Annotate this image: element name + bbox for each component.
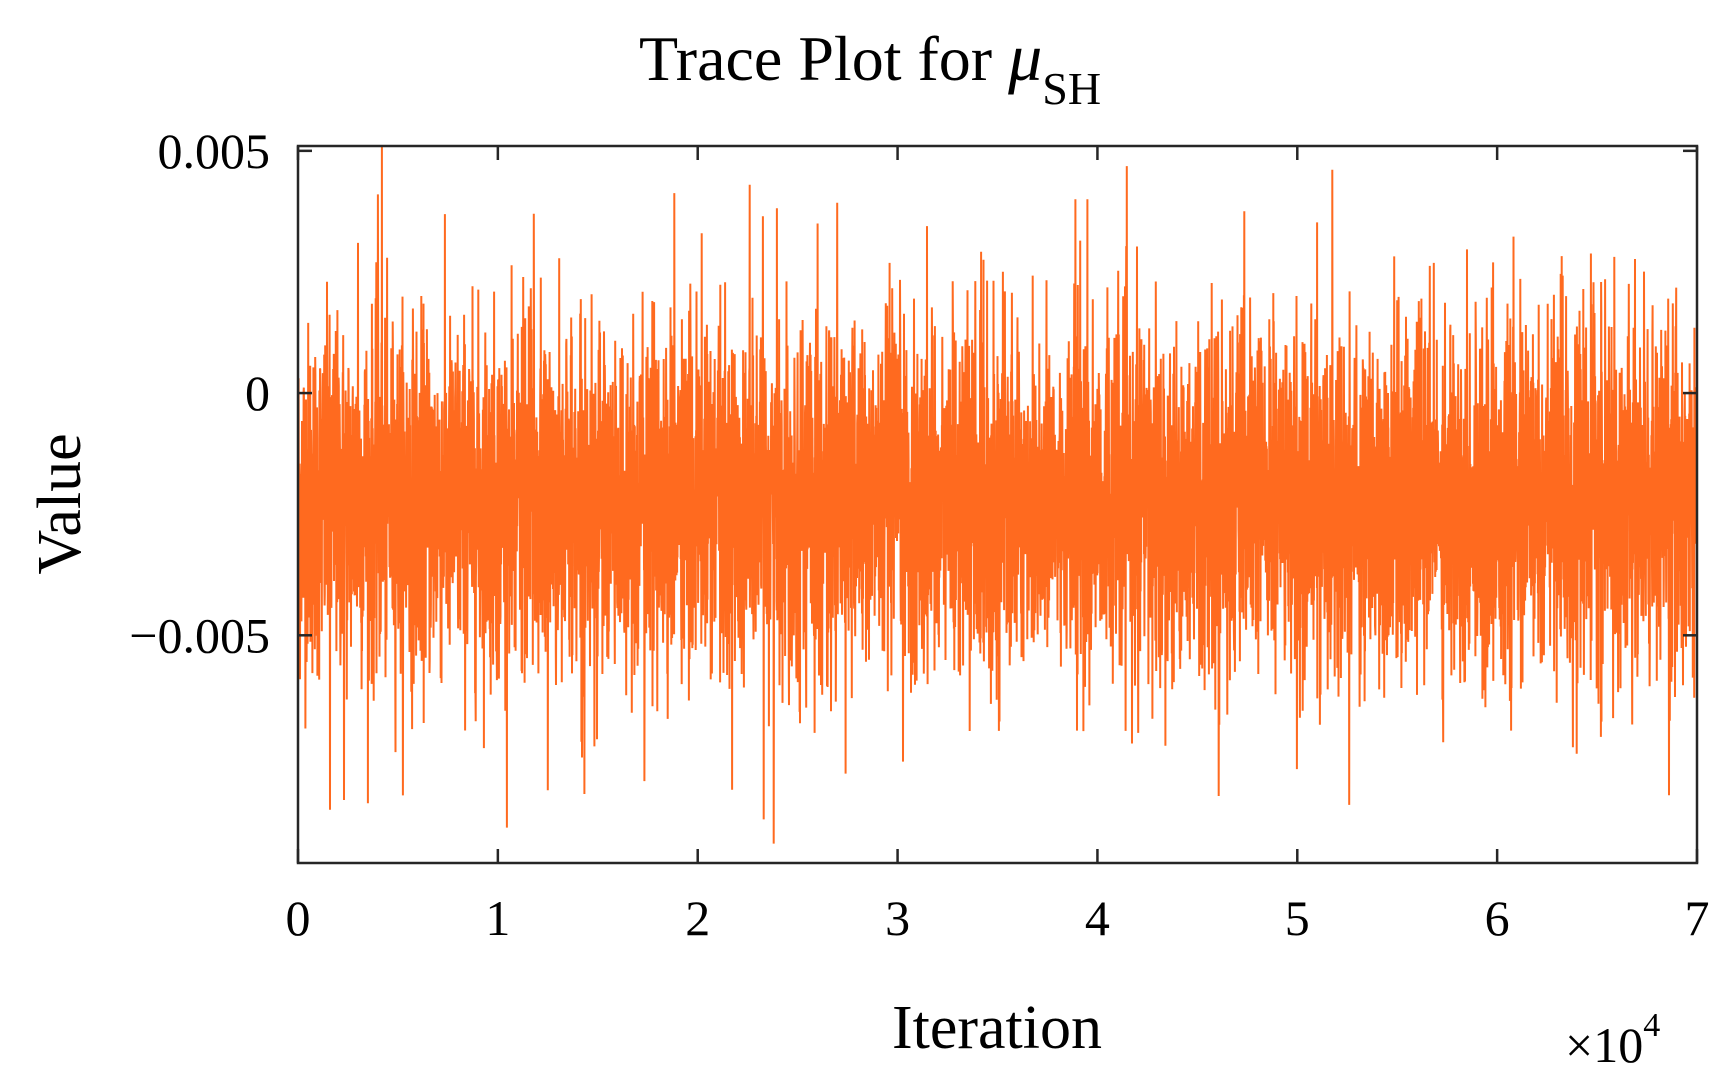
x-tick-label: 7 xyxy=(1685,890,1710,946)
chart-title-prefix: Trace Plot for xyxy=(639,23,1008,94)
x-tick-label: 2 xyxy=(685,890,710,946)
trace-series-line xyxy=(298,146,1697,844)
x-tick-label: 0 xyxy=(286,890,311,946)
x-tick-label: 1 xyxy=(485,890,510,946)
y-tick-label: 0 xyxy=(245,365,270,421)
chart-title-subscript: SH xyxy=(1042,63,1101,114)
chart-title-symbol: μ xyxy=(1007,19,1042,95)
x-axis-multiplier: ×104 xyxy=(1565,1007,1660,1073)
x-axis-multiplier-base: ×10 xyxy=(1565,1017,1643,1073)
x-tick-label: 5 xyxy=(1285,890,1310,946)
chart-title: Trace Plot for μSH xyxy=(639,19,1101,114)
x-tick-label: 4 xyxy=(1085,890,1110,946)
x-tick-label: 6 xyxy=(1485,890,1510,946)
series-layer xyxy=(298,146,1697,844)
y-axis-label: Value xyxy=(26,433,94,574)
x-tick-label: 3 xyxy=(885,890,910,946)
x-axis-label: Iteration xyxy=(892,994,1102,1062)
tick-layer: 0 1 2 3 4 5 6 7 0.005 0 −0.005 xyxy=(129,123,1709,946)
y-tick-label: 0.005 xyxy=(158,123,271,179)
y-tick-label: −0.005 xyxy=(129,607,270,663)
plot-frame xyxy=(296,144,1699,865)
x-axis-multiplier-exponent: 4 xyxy=(1643,1007,1660,1044)
